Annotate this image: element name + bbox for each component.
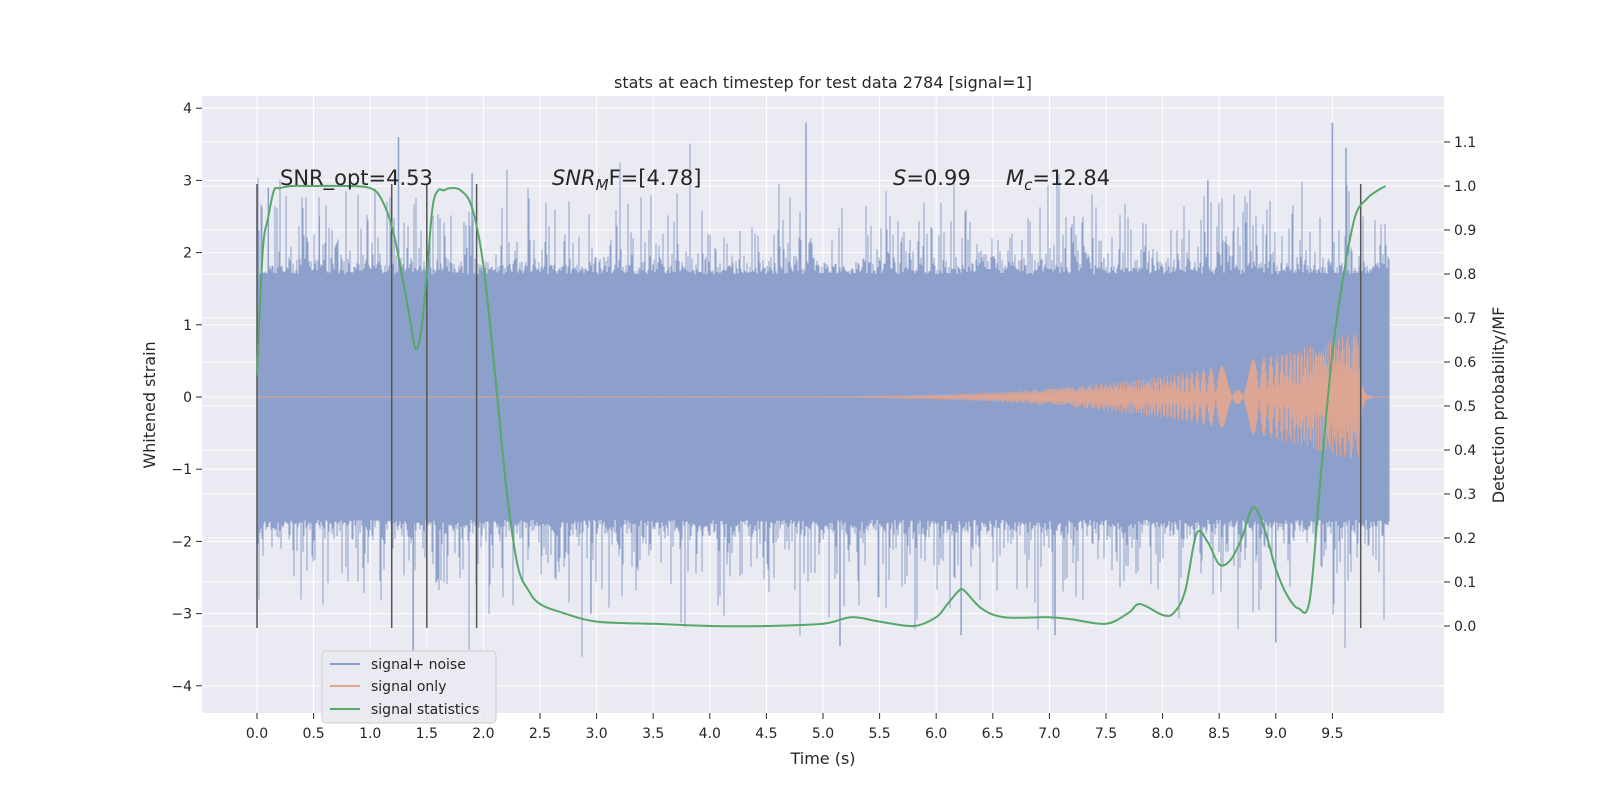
- x-tick-label: 7.5: [1095, 726, 1117, 742]
- x-tick-label: 5.0: [812, 726, 834, 742]
- x-tick-label: 4.0: [699, 726, 721, 742]
- y-axis-label: Whitened strain: [140, 341, 159, 468]
- y-axis-ticks: 4 3 2 1 0 −1 −2 −3 −4: [171, 101, 202, 695]
- annotation-snr-opt: SNR_opt=4.53: [280, 166, 433, 191]
- signal-only-series: [256, 333, 1389, 459]
- annotation-s: S=0.99: [893, 166, 971, 190]
- x-tick-label: 5.5: [868, 726, 890, 742]
- signal-plus-noise-series: [256, 122, 1390, 657]
- annotation-mc: Mc=12.84: [1006, 166, 1110, 194]
- y2-axis-label: Detection probability/MF: [1489, 307, 1508, 504]
- y2-tick-label: 0.0: [1454, 619, 1476, 635]
- x-tick-label: 2.5: [529, 726, 551, 742]
- y2-tick-label: 0.8: [1454, 267, 1476, 283]
- chart-title: stats at each timestep for test data 278…: [614, 73, 1032, 92]
- y-tick-label: −1: [171, 462, 192, 478]
- y-tick-label: 4: [183, 101, 192, 117]
- x-tick-label: 9.5: [1321, 726, 1343, 742]
- y2-tick-label: 0.5: [1454, 399, 1476, 415]
- y-tick-label: 3: [183, 173, 192, 189]
- y-tick-label: 1: [183, 318, 192, 334]
- x-tick-label: 1.5: [416, 726, 438, 742]
- y-tick-label: 0: [183, 390, 192, 406]
- x-tick-label: 0.0: [246, 726, 268, 742]
- legend: signal+ noise signal only signal statist…: [321, 650, 497, 724]
- x-axis-ticks: 0.0 0.5 1.0 1.5 2.0 2.5 3.0 3.5 4.0 4.5 5.0 5.5 6.0 6…: [246, 713, 1344, 742]
- y2-tick-label: 0.2: [1454, 531, 1476, 547]
- x-tick-label: 6.0: [925, 726, 947, 742]
- x-tick-label: 0.5: [302, 726, 324, 742]
- x-tick-label: 9.0: [1265, 726, 1287, 742]
- y-tick-label: −3: [171, 607, 192, 623]
- legend-label-stats: signal statistics: [371, 702, 479, 718]
- x-axis-label: Time (s): [789, 749, 855, 768]
- y2-tick-label: 0.9: [1454, 223, 1476, 239]
- signal-only-line: [256, 333, 1389, 459]
- x-tick-label: 8.0: [1151, 726, 1173, 742]
- y2-tick-label: 0.1: [1454, 575, 1476, 591]
- x-tick-label: 4.5: [755, 726, 777, 742]
- y2-axis-ticks: 1.1 1.0 0.9 0.8 0.7 0.6 0.5 0.4 0.3 0.2 0.1 0.0: [1444, 135, 1476, 635]
- x-tick-label: 3.0: [585, 726, 607, 742]
- y2-tick-label: 1.1: [1454, 135, 1476, 151]
- y2-tick-label: 0.6: [1454, 355, 1476, 371]
- y-tick-label: −2: [171, 534, 192, 550]
- legend-label-signal: signal only: [371, 679, 446, 695]
- x-tick-label: 1.0: [359, 726, 381, 742]
- legend-box: [321, 650, 497, 724]
- x-tick-label: 7.0: [1038, 726, 1060, 742]
- x-tick-label: 8.5: [1208, 726, 1230, 742]
- merger-markers: [256, 184, 1362, 629]
- y2-tick-label: 0.4: [1454, 443, 1476, 459]
- x-tick-label: 3.5: [642, 726, 664, 742]
- y2-tick-label: 1.0: [1454, 179, 1476, 195]
- y2-tick-label: 0.7: [1454, 311, 1476, 327]
- signal-statistics-line: [256, 184, 1387, 628]
- y2-tick-label: 0.3: [1454, 487, 1476, 503]
- x-tick-label: 6.5: [982, 726, 1004, 742]
- x-tick-label: 2.0: [472, 726, 494, 742]
- y-tick-label: 2: [183, 246, 192, 262]
- annotation-snr-mf: SNRMF=[4.78]: [552, 166, 701, 194]
- legend-label-noise: signal+ noise: [371, 657, 466, 673]
- y-tick-label: −4: [171, 679, 192, 695]
- signal-statistics-series: [256, 184, 1387, 628]
